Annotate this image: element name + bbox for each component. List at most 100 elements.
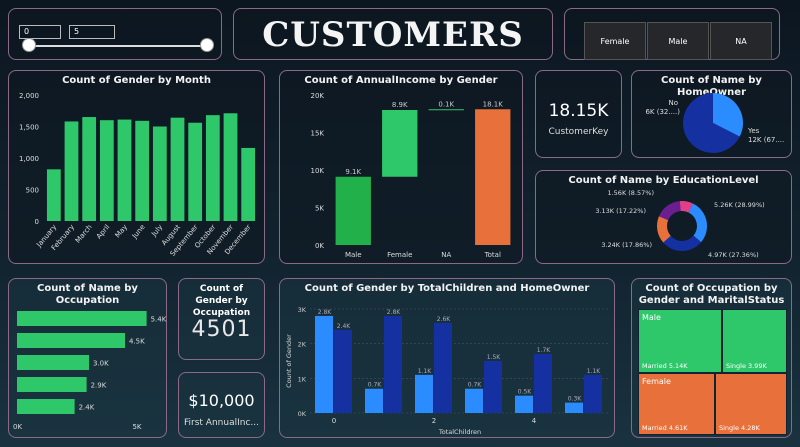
- y-tick-label: 1,000: [19, 155, 39, 163]
- treemap: Married 5.14K Male Single 3.99K Married 4.6…: [638, 309, 787, 435]
- data-label: 2.4K: [337, 323, 352, 330]
- y-tick-label: 2,000: [19, 92, 39, 100]
- slider-track[interactable]: [29, 45, 207, 47]
- header-card: CUSTOMERS: [233, 8, 553, 60]
- bar: [584, 374, 602, 413]
- data-label: 3.24K (17.86%): [601, 241, 652, 249]
- bar: [17, 333, 125, 348]
- kpi-occupation-card: Count of Gender by Occupation 4501: [178, 278, 265, 360]
- x-tick-label: July: [149, 223, 164, 239]
- x-tick-label: Male: [345, 251, 362, 259]
- bar: [241, 147, 256, 221]
- kpi-occupation-title: Count of Gender by Occupation: [192, 284, 251, 318]
- treemap-cell-label: Married 5.14K: [642, 362, 688, 370]
- data-label: 2.8K: [318, 309, 333, 316]
- bar: [565, 402, 583, 413]
- data-label: 0.1K: [438, 100, 454, 108]
- data-label: 2.8K: [387, 309, 402, 316]
- chart-income-by-gender: Count of AnnualIncome by Gender 0K 5K 10K 1…: [279, 70, 523, 264]
- chart-title: Count of Name by HomeOwner: [661, 75, 762, 98]
- treemap-cell-label: Single 4.28K: [719, 424, 760, 432]
- kpi-income-label: First AnnualInc...: [184, 418, 259, 428]
- min-value-input[interactable]: 0: [19, 25, 61, 39]
- bar: [82, 117, 97, 221]
- kpi-income-value: $10,000: [188, 391, 255, 410]
- data-label: 5.26K (28.99%): [714, 201, 765, 209]
- income-by-gender-svg: 0K 5K 10K 15K 20K 9.1K Male 8.9K Female 0.1K NA 18.…: [311, 92, 511, 259]
- data-label: 18.1K: [483, 100, 504, 108]
- y-tick-label: 1K: [298, 375, 307, 383]
- bar: [99, 120, 114, 221]
- chart-name-by-education: Count of Name by EducationLevel 5.26K (2…: [535, 170, 792, 264]
- data-label: 3.13K (17.22%): [595, 207, 646, 215]
- gender-option-female[interactable]: Female: [584, 22, 646, 60]
- legend-label: Yes: [747, 127, 760, 135]
- x-tick-label: Total: [484, 251, 501, 259]
- bar: [64, 121, 79, 221]
- data-label: 1.1K: [418, 368, 433, 375]
- bar: [17, 377, 87, 392]
- y-tick-label: 5K: [315, 205, 324, 213]
- bar: [170, 117, 185, 221]
- y-axis-label: Count of Gender: [285, 334, 293, 388]
- bar: [365, 388, 383, 413]
- slider-handle-low[interactable]: [22, 38, 36, 52]
- waterfall-bar: [335, 176, 371, 245]
- children-bars-svg: 0K 1K 2K 3K 2.8K 0.7K 1.1K 0.7K 0.5K 0.3K 2.4K 2.8K…: [285, 306, 610, 436]
- x-tick-label: June: [130, 223, 147, 241]
- x-tick-label: 2: [432, 417, 436, 425]
- x-tick-label: May: [114, 223, 129, 239]
- bar: [205, 115, 220, 221]
- data-label: 1.5K: [487, 354, 502, 361]
- chart-title: Count of Occupation by Gender and Marita…: [638, 283, 785, 306]
- bar: [117, 119, 132, 221]
- gender-option-male[interactable]: Male: [647, 22, 709, 60]
- x-tick-label: 5K: [132, 423, 141, 431]
- bar: [465, 388, 483, 413]
- bar: [434, 322, 452, 413]
- max-value-input[interactable]: 5: [69, 25, 115, 39]
- bar: [484, 361, 502, 413]
- chart-gender-by-month: Count of Gender by Month 0 500 1,000 1,500 2…: [8, 70, 265, 264]
- y-tick-label: 1,500: [19, 124, 39, 132]
- y-tick-label: 3K: [298, 306, 307, 314]
- data-label: 1.7K: [537, 347, 552, 354]
- bar: [415, 374, 433, 413]
- data-label: 2.9K: [91, 382, 107, 390]
- data-label: 0.5K: [518, 389, 533, 396]
- data-label: 12K (67....: [748, 136, 784, 144]
- bar: [223, 113, 238, 221]
- chart-title: Count of Gender by TotalChildren and Hom…: [304, 283, 590, 294]
- bar: [188, 122, 203, 221]
- donut-slice: [657, 216, 671, 243]
- y-tick-label: 10K: [311, 167, 325, 175]
- pie-slice: [683, 93, 740, 153]
- chart-gender-by-children: Count of Gender by TotalChildren and Hom…: [279, 278, 615, 438]
- y-tick-label: 0K: [315, 242, 324, 250]
- gender-option-na[interactable]: NA: [710, 22, 772, 60]
- waterfall-bar: [382, 110, 418, 177]
- waterfall-bar: [475, 109, 511, 245]
- y-tick-label: 0: [35, 218, 39, 226]
- data-label: 8.9K: [392, 101, 408, 109]
- legend-label: No: [668, 99, 678, 107]
- x-tick-label: 4: [532, 417, 537, 425]
- chart-title: Count of AnnualIncome by Gender: [304, 75, 498, 86]
- kpi-customer-label: CustomerKey: [548, 127, 609, 137]
- slider-handle-high[interactable]: [200, 38, 214, 52]
- data-label: 0.7K: [468, 382, 483, 389]
- pie-slice: [713, 93, 743, 137]
- treemap-group-label: Female: [642, 377, 671, 386]
- bar: [515, 395, 533, 413]
- data-label: 2.6K: [437, 316, 452, 323]
- chart-title: Count of Gender by Month: [62, 75, 211, 86]
- bar: [152, 126, 167, 221]
- treemap-cell: Single 3.99K: [722, 309, 787, 373]
- bar: [17, 311, 147, 326]
- y-tick-label: 2K: [298, 341, 307, 349]
- treemap-cell: Married 5.14K Male: [638, 309, 722, 373]
- bar: [384, 315, 402, 413]
- kpi-income-card: $10,000 First AnnualInc...: [178, 372, 265, 438]
